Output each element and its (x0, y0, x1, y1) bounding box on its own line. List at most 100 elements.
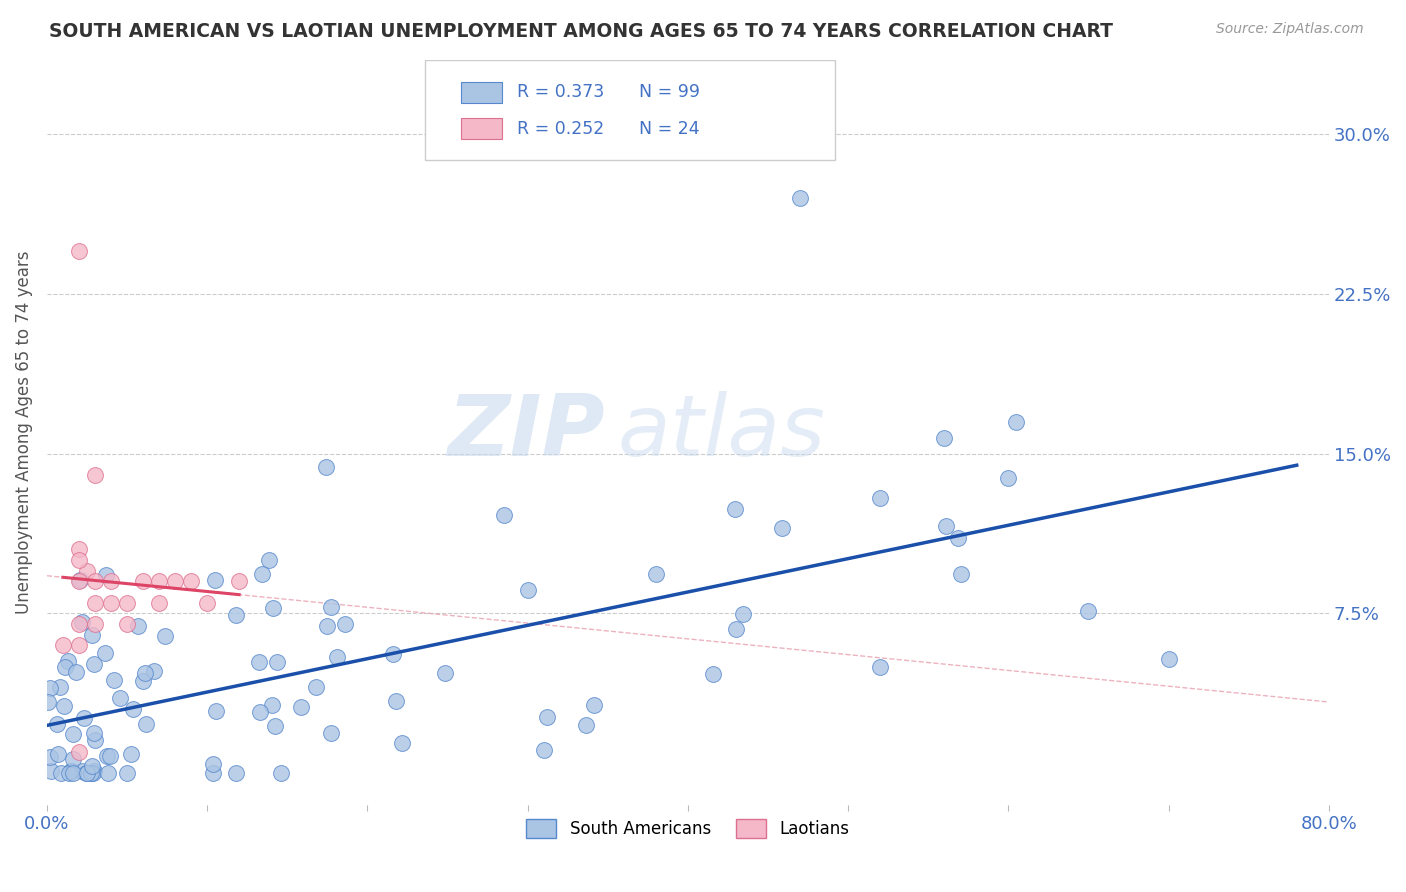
Point (53, 660, 76, 674)
Point (82, 759, 104, 773)
Point (115, 596, 138, 610)
Point (52, 699, 75, 714)
Point (75, 766, 97, 780)
Point (153, 629, 176, 643)
Point (326, 649, 349, 664)
Point (49, 766, 72, 780)
Point (228, 574, 250, 589)
Point (148, 596, 170, 610)
Point (80, 627, 103, 641)
Point (62, 726, 84, 740)
Point (97, 766, 120, 780)
Point (202, 756, 225, 771)
Point (132, 673, 155, 688)
Point (582, 698, 605, 712)
Point (391, 736, 413, 750)
Point (134, 665, 156, 680)
Point (39, 764, 62, 778)
Point (305, 681, 328, 695)
Point (56, 655, 79, 669)
Point (702, 667, 724, 681)
Point (319, 726, 342, 740)
Point (67, 617, 90, 632)
Point (143, 664, 166, 678)
FancyBboxPatch shape (425, 60, 835, 161)
Point (869, 660, 891, 674)
Y-axis label: Unemployment Among Ages 65 to 74 years: Unemployment Among Ages 65 to 74 years (15, 251, 32, 614)
Point (135, 716, 157, 731)
Point (46, 716, 69, 731)
Point (644, 566, 666, 581)
FancyBboxPatch shape (461, 119, 502, 139)
Point (84, 596, 107, 610)
Point (381, 648, 404, 662)
Point (94, 568, 117, 582)
Point (84, 467, 107, 482)
Point (770, 520, 793, 534)
Point (67, 553, 90, 567)
Point (262, 600, 284, 615)
Point (316, 619, 339, 633)
Point (132, 574, 155, 589)
Point (385, 694, 408, 708)
Point (59, 764, 82, 778)
Point (869, 491, 891, 505)
Point (204, 573, 226, 587)
Text: R = 0.373: R = 0.373 (517, 83, 605, 102)
Point (1077, 604, 1099, 618)
Point (117, 766, 139, 780)
Point (148, 574, 170, 589)
Point (83, 732, 105, 747)
Point (934, 431, 956, 445)
Text: ZIP: ZIP (447, 391, 605, 474)
Point (100, 574, 122, 589)
Point (724, 501, 747, 516)
Point (70, 764, 93, 778)
Point (59, 764, 82, 778)
Point (259, 553, 281, 567)
Point (39, 681, 62, 695)
Point (290, 700, 312, 714)
Point (73, 711, 96, 725)
Point (949, 566, 972, 581)
Point (249, 705, 271, 719)
Point (84, 574, 107, 589)
Point (79, 766, 101, 780)
Point (333, 616, 356, 631)
Point (433, 665, 456, 680)
Point (494, 508, 516, 522)
Point (62, 766, 84, 780)
Point (98, 749, 121, 764)
Text: R = 0.252: R = 0.252 (517, 120, 605, 138)
Point (731, 607, 754, 622)
Point (84, 617, 107, 632)
Point (1005, 415, 1028, 429)
Point (115, 617, 138, 632)
Point (94, 646, 117, 660)
Point (533, 743, 555, 757)
Point (96, 748, 118, 763)
Point (62, 752, 84, 766)
Point (319, 600, 342, 615)
Point (110, 691, 132, 706)
Point (536, 710, 558, 724)
Point (76, 564, 98, 578)
Point (997, 471, 1019, 485)
Text: N = 24: N = 24 (640, 120, 700, 138)
Text: SOUTH AMERICAN VS LAOTIAN UNEMPLOYMENT AMONG AGES 65 TO 74 YEARS CORRELATION CHA: SOUTH AMERICAN VS LAOTIAN UNEMPLOYMENT A… (49, 22, 1114, 41)
Point (79, 766, 101, 780)
Point (935, 518, 957, 533)
Point (76, 766, 98, 780)
Point (83, 657, 105, 671)
Point (67, 745, 90, 759)
Point (946, 531, 969, 545)
Point (49, 681, 72, 695)
Point (195, 596, 218, 610)
Point (575, 718, 598, 732)
Point (250, 566, 273, 581)
Point (315, 459, 337, 474)
Point (67, 638, 90, 652)
Point (37, 695, 59, 709)
Legend: South Americans, Laotians: South Americans, Laotians (520, 813, 856, 845)
Point (82, 766, 104, 780)
